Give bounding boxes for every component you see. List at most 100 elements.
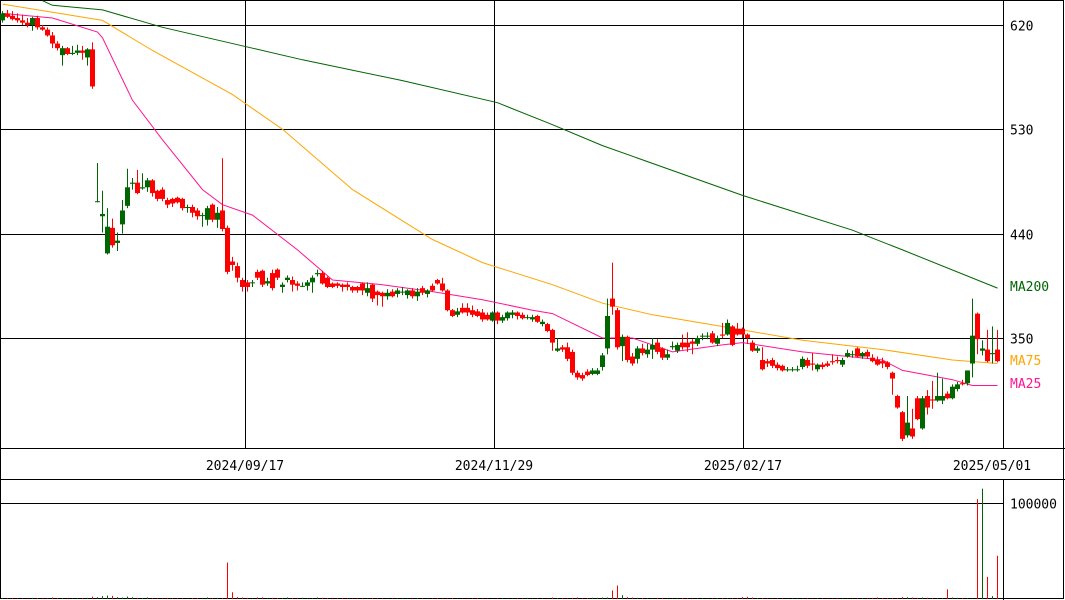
candle-down: [545, 324, 550, 332]
candle-down: [775, 364, 780, 369]
candle-up: [140, 187, 145, 189]
candle-down: [560, 347, 565, 350]
candle-down: [170, 198, 175, 204]
candle-down: [135, 182, 140, 194]
candle-up: [125, 187, 130, 206]
candle-up: [115, 240, 120, 243]
candle-up: [595, 370, 600, 374]
candle-down: [45, 29, 50, 36]
candle-up: [645, 349, 650, 355]
candle-down: [895, 395, 900, 408]
candle-down: [435, 280, 440, 284]
candle-up: [85, 49, 90, 58]
candle-down: [805, 360, 810, 366]
candle-down: [20, 20, 25, 23]
candle-up: [980, 348, 985, 351]
price-tick-label: 530: [1010, 124, 1033, 139]
candle-down: [585, 371, 590, 376]
candle-down: [685, 342, 690, 348]
candle-down: [660, 348, 665, 358]
candle-down: [320, 273, 325, 284]
candle-down: [735, 328, 740, 335]
candle-up: [935, 395, 940, 401]
candle-down: [765, 361, 770, 364]
candle-up: [940, 395, 945, 401]
candle-up: [425, 290, 430, 294]
candle-up: [790, 369, 795, 371]
candle-down: [655, 342, 660, 352]
candle-down: [630, 356, 635, 364]
candle-up: [145, 180, 150, 188]
candle-up: [715, 337, 720, 344]
candle-down: [290, 280, 295, 285]
candle-down: [55, 43, 60, 49]
candle-down: [5, 13, 10, 17]
candle-down: [640, 348, 645, 354]
candle-down: [345, 284, 350, 287]
ma200-line: [42, 0, 998, 289]
legend-ma75: MA75: [1010, 354, 1041, 369]
candle-up: [120, 210, 125, 225]
candle-down: [15, 18, 20, 21]
date-tick-label: 2025/02/17: [704, 459, 782, 474]
candle-up: [965, 370, 970, 384]
candle-down: [900, 412, 905, 439]
candle-down: [615, 310, 620, 348]
candle-down: [465, 307, 470, 313]
candle-up: [905, 422, 910, 436]
candle-down: [880, 361, 885, 364]
ma75-line: [2, 3, 998, 364]
candle-down: [230, 261, 235, 265]
candle-down: [975, 313, 980, 340]
candle-down: [760, 360, 765, 370]
volume-bars: [2, 488, 998, 599]
candle-up: [455, 311, 460, 315]
candle-down: [375, 291, 380, 296]
candle-down: [740, 328, 745, 335]
candle-down: [65, 48, 70, 54]
candle-up: [530, 317, 535, 320]
candle-up: [970, 335, 975, 364]
candle-down: [25, 22, 30, 25]
candle-up: [60, 48, 65, 56]
candle-up: [300, 285, 305, 287]
candle-up: [635, 348, 640, 359]
candle-down: [985, 349, 990, 362]
candle-up: [840, 360, 845, 365]
candle-down: [150, 180, 155, 194]
candle-up: [505, 312, 510, 319]
candle-down: [550, 329, 555, 343]
price-tick-label: 350: [1010, 333, 1033, 348]
candle-up: [30, 18, 35, 25]
candle-down: [875, 360, 880, 365]
candle-down: [160, 189, 165, 199]
candle-down: [680, 342, 685, 348]
candle-up: [510, 312, 515, 315]
candle-down: [110, 227, 115, 246]
candle-down: [480, 312, 485, 320]
candle-down: [610, 298, 615, 307]
candle-up: [815, 364, 820, 370]
candle-up: [695, 337, 700, 344]
candle-down: [90, 49, 95, 87]
candle-up: [600, 355, 605, 367]
candle-down: [445, 290, 450, 311]
candle-up: [200, 215, 205, 217]
candle-down: [210, 204, 215, 220]
candle-down: [820, 364, 825, 367]
candle-up: [280, 284, 285, 287]
candle-down: [270, 273, 275, 289]
candle-up: [675, 344, 680, 351]
candle-down: [915, 398, 920, 420]
candle-down: [720, 334, 725, 336]
candle-down: [570, 351, 575, 373]
candle-down: [220, 210, 225, 230]
candle-down: [810, 363, 815, 365]
candle-down: [580, 375, 585, 379]
candle-up: [755, 348, 760, 351]
candle-up: [785, 369, 790, 371]
gridlines: [0, 0, 1003, 504]
candle-down: [865, 351, 870, 357]
